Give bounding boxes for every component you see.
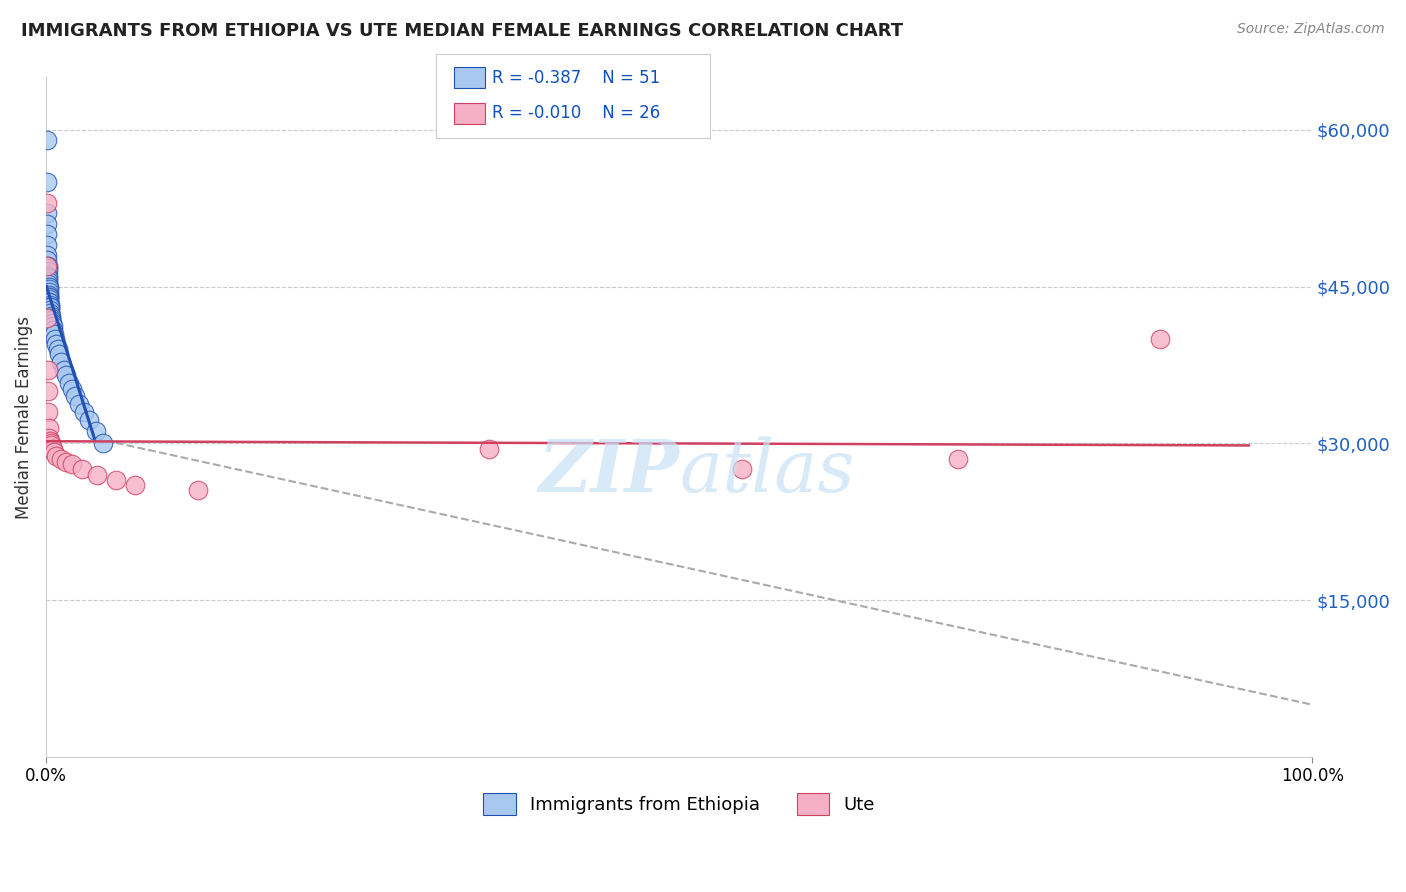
Point xyxy=(38,420,60,434)
Point xyxy=(39,436,62,450)
Point xyxy=(67,396,90,410)
Point xyxy=(46,343,69,357)
Point xyxy=(37,260,59,275)
Point xyxy=(45,337,67,351)
Point xyxy=(55,368,77,383)
Point xyxy=(37,237,59,252)
Point xyxy=(42,326,65,341)
Point xyxy=(48,347,70,361)
Point xyxy=(37,227,59,242)
Point xyxy=(77,413,100,427)
Text: R = -0.387    N = 51: R = -0.387 N = 51 xyxy=(492,69,661,87)
Point xyxy=(37,248,59,262)
Point xyxy=(37,264,59,278)
Point xyxy=(38,285,60,299)
Point xyxy=(51,452,73,467)
Point xyxy=(124,478,146,492)
Text: R = -0.010    N = 26: R = -0.010 N = 26 xyxy=(492,104,661,122)
Point xyxy=(42,444,65,458)
Point xyxy=(52,363,75,377)
Point xyxy=(39,309,62,323)
Point xyxy=(70,462,93,476)
Point xyxy=(41,442,63,456)
Point xyxy=(86,467,108,482)
Point xyxy=(37,259,59,273)
Point xyxy=(37,259,59,273)
Point xyxy=(39,434,62,449)
Point xyxy=(731,462,754,476)
Point xyxy=(84,424,107,438)
Point xyxy=(73,405,96,419)
Point xyxy=(37,274,59,288)
Point xyxy=(37,310,59,325)
Point xyxy=(37,405,59,419)
Text: IMMIGRANTS FROM ETHIOPIA VS UTE MEDIAN FEMALE EARNINGS CORRELATION CHART: IMMIGRANTS FROM ETHIOPIA VS UTE MEDIAN F… xyxy=(21,22,903,40)
Point xyxy=(41,316,63,330)
Point xyxy=(38,301,60,315)
Point xyxy=(38,292,60,306)
Point xyxy=(44,332,66,346)
Point xyxy=(38,288,60,302)
Point xyxy=(39,302,62,317)
Point xyxy=(60,457,83,471)
Point xyxy=(39,310,62,325)
Text: ZIP: ZIP xyxy=(538,436,679,507)
Text: atlas: atlas xyxy=(679,436,855,507)
Point xyxy=(35,133,58,147)
Point xyxy=(35,206,58,220)
Point xyxy=(38,295,60,310)
Point xyxy=(37,384,59,398)
Point xyxy=(35,175,58,189)
Point xyxy=(37,277,59,292)
Point xyxy=(39,438,62,452)
Point xyxy=(39,313,62,327)
Point xyxy=(38,290,60,304)
Point xyxy=(38,282,60,296)
Point xyxy=(1149,332,1171,346)
Point xyxy=(55,455,77,469)
Point xyxy=(41,319,63,334)
Point xyxy=(37,271,59,285)
Point xyxy=(91,436,114,450)
Point xyxy=(39,306,62,320)
Point xyxy=(60,382,83,396)
Point xyxy=(38,431,60,445)
Point xyxy=(38,279,60,293)
Point xyxy=(37,253,59,268)
Point xyxy=(38,295,60,310)
Point xyxy=(38,290,60,304)
Text: Source: ZipAtlas.com: Source: ZipAtlas.com xyxy=(1237,22,1385,37)
Point xyxy=(187,483,209,498)
Point xyxy=(65,389,87,403)
Point xyxy=(37,268,59,283)
Y-axis label: Median Female Earnings: Median Female Earnings xyxy=(15,316,32,518)
Point xyxy=(37,363,59,377)
Point xyxy=(104,473,127,487)
Point xyxy=(38,298,60,312)
Point xyxy=(39,301,62,315)
Point xyxy=(946,452,969,467)
Point xyxy=(51,355,73,369)
Point xyxy=(35,217,58,231)
Point xyxy=(45,449,67,463)
Point xyxy=(478,442,501,456)
Point xyxy=(58,376,80,390)
Legend: Immigrants from Ethiopia, Ute: Immigrants from Ethiopia, Ute xyxy=(477,786,882,822)
Point xyxy=(35,195,58,210)
Point xyxy=(42,323,65,337)
